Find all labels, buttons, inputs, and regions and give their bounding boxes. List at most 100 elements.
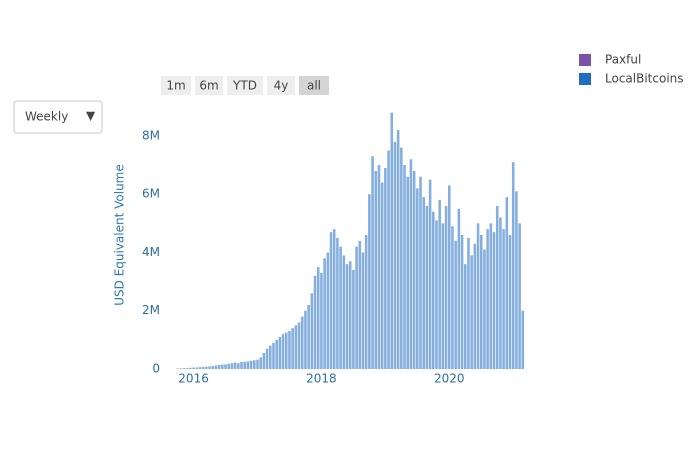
bar [345,264,349,369]
range-button-label[interactable]: 6m [199,79,218,93]
bar [495,205,499,369]
bar [198,367,202,369]
range-button[interactable] [227,76,263,95]
bar [432,211,435,369]
bar [275,339,278,369]
range-button[interactable] [267,76,295,95]
bar [422,197,425,369]
bar [336,237,339,369]
bar [489,223,493,369]
bar [182,368,186,369]
legend-label[interactable]: LocalBitcoins [605,72,684,86]
range-button-label[interactable]: 1m [166,79,185,93]
bar [416,188,419,369]
bar [253,360,256,369]
y-tick-label: 4M [142,245,160,259]
bar [355,246,358,369]
bar [492,232,496,369]
bar [409,159,413,369]
range-button-label[interactable]: all [307,79,321,93]
bar [412,170,416,369]
legend-swatch[interactable] [579,73,591,85]
bar [176,368,179,369]
bar [467,237,470,369]
bar [384,168,387,369]
bar [259,357,262,369]
bar [189,367,192,369]
bar [419,176,422,369]
bar [237,363,240,369]
range-button[interactable] [161,76,191,95]
bar [364,235,368,369]
bar [441,223,445,369]
bar [291,328,294,369]
bar [307,304,310,369]
bar [390,112,394,370]
y-axis-title: USD Equivalent Volume [113,164,127,306]
x-tick-label: 2020 [434,372,465,386]
bar [460,235,464,369]
bar [396,130,400,369]
bar [393,141,397,369]
bar [256,359,259,369]
dropdown-box[interactable] [13,100,103,134]
bar [348,261,352,369]
bar [281,334,285,369]
bar [300,316,304,369]
bar [483,249,486,369]
bar [438,200,441,369]
bar [320,272,323,369]
bar [230,363,234,369]
bar [179,368,183,369]
dropdown[interactable]: Weekly ▼ [13,100,103,134]
bar [463,264,467,369]
bar [374,170,378,369]
bar [205,366,208,369]
bar [502,229,505,369]
bar [294,325,298,369]
bar [332,229,336,369]
bar [240,362,243,369]
bar [358,240,362,369]
bar [499,217,502,369]
y-tick-label: 2M [142,303,160,317]
bar [444,205,448,369]
range-button[interactable] [195,76,223,95]
bar [454,240,457,369]
bar [221,364,224,369]
bar [217,364,221,369]
bar [233,362,237,369]
dropdown-arrow[interactable]: ▼ [86,109,96,123]
bar [288,331,291,369]
x-tick-label: 2016 [178,372,209,386]
bar [406,176,410,369]
legend-label[interactable]: Paxful [605,53,641,67]
bar [211,366,215,369]
bar [214,365,218,369]
bar [479,235,483,369]
bar [246,361,250,369]
legend-swatch[interactable] [579,54,591,66]
bar [371,156,374,369]
bar [313,275,317,369]
range-button-label[interactable]: 4y [274,79,289,93]
range-button[interactable] [299,76,329,95]
bar [342,255,346,369]
bar [515,191,518,369]
bar [227,363,231,369]
x-tick-label: 2018 [306,372,337,386]
bar [297,322,301,369]
bar [428,179,432,369]
bar [201,366,205,369]
bar [272,342,275,369]
range-button-label[interactable]: YTD [232,79,257,93]
bar [265,348,269,369]
bar [208,366,211,369]
bar [473,243,477,369]
y-tick-label: 8M [142,128,160,142]
bar [387,150,390,369]
bar [243,361,246,369]
y-tick-label: 6M [142,187,160,201]
bar [486,229,489,369]
dropdown-label[interactable]: Weekly [25,110,68,124]
